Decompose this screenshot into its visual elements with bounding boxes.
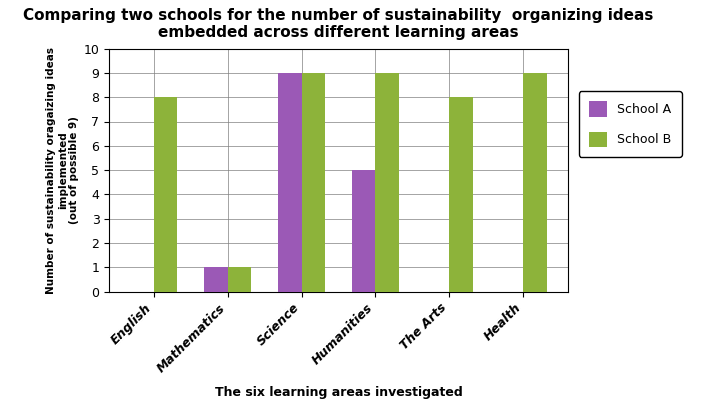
Legend: School A, School B: School A, School B xyxy=(579,91,681,157)
Bar xyxy=(204,267,228,292)
Bar xyxy=(376,73,399,292)
Bar xyxy=(523,73,547,292)
Bar xyxy=(352,170,376,292)
Bar xyxy=(228,267,251,292)
Bar xyxy=(278,73,301,292)
X-axis label: The six learning areas investigated: The six learning areas investigated xyxy=(215,386,462,399)
Bar xyxy=(449,97,473,292)
Bar xyxy=(301,73,325,292)
Bar xyxy=(154,97,178,292)
Y-axis label: Number of sustainability oragaizing ideas
implemented
(out of possible 9): Number of sustainability oragaizing idea… xyxy=(47,47,79,294)
Title: Comparing two schools for the number of sustainability  organizing ideas
embedde: Comparing two schools for the number of … xyxy=(23,8,654,40)
